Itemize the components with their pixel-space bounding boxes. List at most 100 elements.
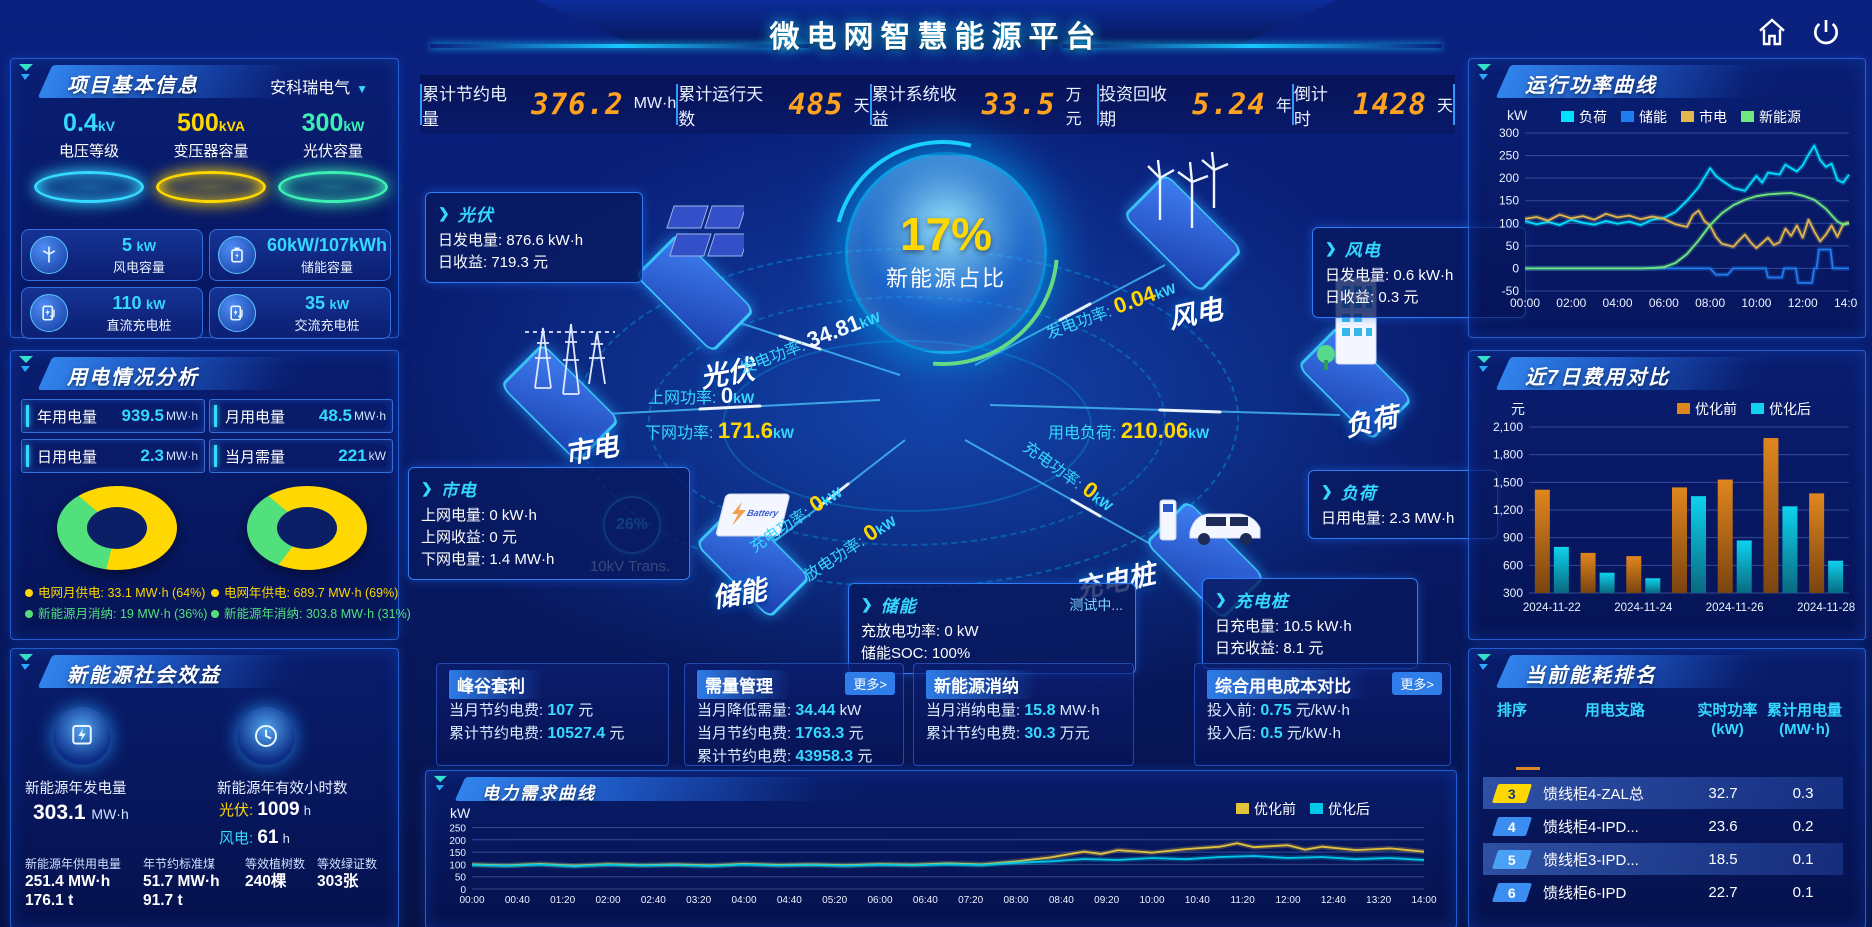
svg-text:2024-11-22: 2024-11-22 — [1523, 602, 1581, 614]
svg-text:11:20: 11:20 — [1231, 895, 1256, 906]
panel-corner-icon — [19, 654, 33, 670]
svg-text:06:00: 06:00 — [1649, 296, 1679, 310]
usage-stat-box: 当月需量 221 kW — [209, 439, 393, 473]
panel-corner-icon — [1477, 654, 1491, 670]
kpi-panel: 新能源消纳 当月消纳电量: 15.8 MW·h 累计节约电费: 30.3 万元 — [913, 663, 1134, 766]
svg-text:00:40: 00:40 — [505, 895, 530, 906]
spotlight-stat: 500kVA 变压器容量 — [151, 109, 271, 203]
arrow-icon: ❯ — [438, 205, 450, 221]
spotlight-stat: 0.4kV 电压等级 — [29, 109, 149, 203]
summary-stat: 累计系统收益 33.5 万元 — [869, 83, 1097, 129]
effective-hours-line: 光伏: 1009 h — [219, 799, 312, 820]
panel-title: 当前能耗排名 — [1525, 665, 1657, 687]
axis-unit-label: 元 — [1511, 401, 1525, 417]
summary-stats-bar: 累计节约电量 376.2 MW·h 累计运行天数 485 天累计系统收益 33.5 万元 投资回… — [420, 75, 1456, 134]
info-card-load: ❯ 负荷 日用电量: 2.3 MW·h — [1308, 470, 1498, 539]
arrow-icon: ❯ — [861, 596, 873, 612]
svg-text:09:20: 09:20 — [1094, 895, 1119, 906]
axis-unit-label: kW — [450, 805, 471, 821]
panel-demand-curve: 电力需求曲线 kW 优化前 优化后 250 200 150 100 50 0 00:00 00:40… — [425, 770, 1457, 927]
clock-icon — [237, 707, 295, 765]
ranking-row[interactable]: 5 馈线柜3-IPD... 18.5 0.1 — [1483, 843, 1843, 875]
donut-legend-item: 电网月供电: 33.1 MW·h (64%) — [25, 583, 205, 603]
ranking-row[interactable]: 6 馈线柜6-IPD 22.7 0.1 — [1483, 876, 1843, 908]
company-select[interactable]: 安科瑞电气 ▼ — [270, 80, 368, 97]
svg-text:300: 300 — [1503, 586, 1523, 600]
panel-corner-icon — [1477, 356, 1491, 372]
rank-badge: 4 — [1491, 816, 1533, 836]
arrow-icon: ❯ — [1321, 483, 1333, 499]
panel-run-power: 运行功率曲线 kW 负荷 储能 市电 新能源 300 250 200 150 100 50 0 -50 0… — [1468, 58, 1866, 338]
battery-icon — [218, 236, 256, 274]
charger-icon — [218, 294, 256, 332]
capacity-card: 5 kW 风电容量 — [21, 229, 203, 281]
svg-text:2,100: 2,100 — [1493, 420, 1523, 434]
svg-text:2024-11-26: 2024-11-26 — [1706, 602, 1764, 614]
panel-corner-icon — [433, 775, 447, 791]
renewable-share-percent: 17% — [899, 208, 993, 260]
header-emblem — [536, 0, 1336, 52]
svg-text:1,200: 1,200 — [1493, 503, 1523, 517]
info-card-charger: ❯ 充电桩 日充电量: 10.5 kW·h 日充收益: 8.1 元 — [1202, 578, 1418, 669]
supply-donut-chart — [247, 486, 367, 572]
run-power-chart: kW 负荷 储能 市电 新能源 300 250 200 150 100 50 0 -50 00:00 02:… — [1477, 105, 1864, 331]
demand-chart: kW 优化前 优化后 250 200 150 100 50 0 00:00 00:40 01:20 02… — [436, 801, 1446, 925]
power-icon[interactable] — [1810, 16, 1842, 48]
svg-text:01:20: 01:20 — [550, 895, 575, 906]
benefit-bottom-stat: 新能源年供用电量 251.4 MW·h 176.1 t — [25, 857, 122, 910]
svg-text:02:00: 02:00 — [1556, 296, 1586, 310]
svg-text:13:20: 13:20 — [1366, 895, 1391, 906]
svg-text:10:00: 10:00 — [1741, 296, 1771, 310]
ranking-row[interactable]: 4 馈线柜4-IPD... 23.6 0.2 — [1483, 810, 1843, 842]
svg-text:1,500: 1,500 — [1493, 475, 1523, 489]
svg-text:04:00: 04:00 — [1603, 296, 1633, 310]
generation-label: 新能源年发电量 — [25, 781, 127, 797]
svg-text:150: 150 — [1499, 194, 1519, 208]
ranking-table-rows[interactable]: 3 馈线柜4-ZAL总 32.7 0.3 4 馈线柜4-IPD... 23.6 0.2 5 馈线柜… — [1483, 777, 1843, 925]
svg-text:12:00: 12:00 — [1788, 296, 1818, 310]
donut-legend-item: 新能源月消纳: 19 MW·h (36%) — [25, 604, 207, 624]
capacity-card: 110 kW 直流充电桩 — [21, 287, 203, 339]
svg-text:08:40: 08:40 — [1049, 895, 1074, 906]
svg-text:200: 200 — [449, 836, 466, 847]
ranking-table-header: 排序 用电支路 实时功率 (kW) 累计用电量 (MW·h) — [1483, 701, 1843, 739]
generation-icon — [53, 707, 111, 765]
ranking-column-header: 排序 — [1496, 702, 1527, 719]
more-button[interactable]: 更多> — [845, 672, 895, 695]
svg-text:-50: -50 — [1502, 284, 1520, 298]
flow-label: 下网功率: 171.6kW — [645, 418, 794, 443]
panel-cost-compare: 近7日费用对比 元 优化前 优化后 2,100 1,800 1,500 1,200 900 60… — [1468, 350, 1866, 640]
panel-title: 项目基本信息 — [67, 75, 199, 97]
svg-text:00:00: 00:00 — [459, 895, 484, 906]
charger-icon — [30, 294, 68, 332]
generation-value: 303.1 MW·h — [33, 801, 129, 824]
renewable-share-caption: 新能源占比 — [885, 266, 1006, 291]
home-icon[interactable] — [1756, 16, 1788, 48]
svg-text:50: 50 — [455, 873, 467, 884]
rank-badge: 3 — [1491, 783, 1533, 803]
benefit-bottom-stat: 等效绿证数 303张 — [317, 857, 378, 890]
more-button[interactable]: 更多> — [1392, 672, 1442, 695]
panel-corner-icon — [19, 64, 33, 80]
panel-energy-ranking: 当前能耗排名 排序 用电支路 实时功率 (kW) 累计用电量 (MW·h) 3 馈线柜4-Z… — [1468, 648, 1866, 927]
arrow-icon: ❯ — [421, 480, 433, 496]
svg-text:04:00: 04:00 — [731, 895, 756, 906]
panel-project-info: 项目基本信息 安科瑞电气 ▼ 0.4kV 电压等级 500kVA 变压器容量 300kW 光… — [10, 58, 399, 339]
benefit-bottom-stat: 年节约标准煤 51.7 MW·h 91.7 t — [143, 857, 220, 910]
panel-corner-icon — [19, 356, 33, 372]
ranking-row[interactable]: 3 馈线柜4-ZAL总 32.7 0.3 — [1483, 777, 1843, 809]
app-header: 微电网智慧能源平台 — [0, 0, 1872, 58]
svg-text:600: 600 — [1503, 558, 1523, 572]
capacity-card: 60kW/107kWh 储能容量 — [209, 229, 391, 281]
svg-text:100: 100 — [1499, 216, 1519, 230]
donut-legend-item: 新能源年消纳: 303.8 MW·h (31%) — [211, 604, 411, 624]
svg-text:0: 0 — [460, 885, 466, 896]
svg-text:900: 900 — [1503, 531, 1523, 545]
svg-text:07:20: 07:20 — [958, 895, 983, 906]
panel-title: 近7日费用对比 — [1525, 367, 1671, 389]
svg-text:200: 200 — [1499, 171, 1519, 185]
svg-text:00:00: 00:00 — [1510, 296, 1540, 310]
svg-text:12:40: 12:40 — [1321, 895, 1346, 906]
svg-text:10:00: 10:00 — [1139, 895, 1164, 906]
